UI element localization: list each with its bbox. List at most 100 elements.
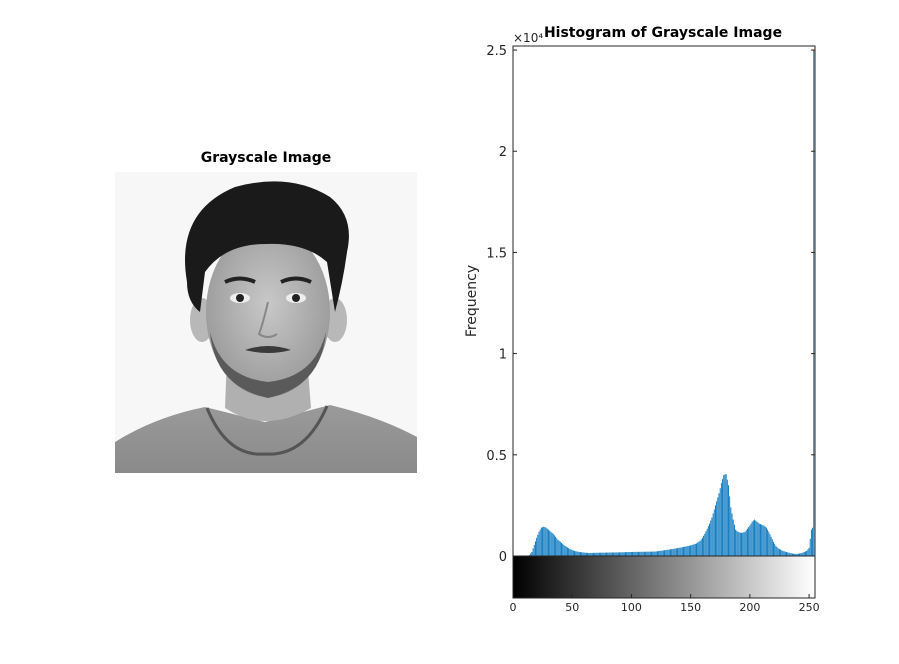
histogram-bar: [564, 545, 566, 556]
histogram-bar: [549, 530, 551, 556]
histogram-bar: [539, 529, 541, 556]
histogram-bar: [553, 535, 555, 556]
histogram-bar: [658, 551, 660, 556]
histogram-bar: [681, 547, 683, 556]
histogram-bar: [642, 551, 644, 556]
histogram-bar: [806, 550, 808, 556]
histogram-bar: [545, 527, 547, 556]
histogram-bar: [673, 548, 675, 556]
histogram-bar: [651, 551, 652, 556]
histogram-bar: [741, 532, 742, 556]
histogram-bar: [700, 539, 702, 556]
histogram-bar: [619, 552, 620, 556]
y-exponent-label: ×10⁴: [513, 31, 543, 45]
histogram-bar: [556, 538, 558, 556]
histogram-bars: [527, 50, 816, 557]
histogram-bar: [761, 524, 763, 556]
x-tick-label: 150: [680, 601, 701, 614]
histogram-bar: [730, 507, 732, 556]
histogram-bar: [595, 552, 597, 556]
histogram-bar: [540, 527, 542, 556]
histogram-bar: [687, 545, 689, 556]
histogram-bar: [712, 513, 714, 556]
histogram-bar: [646, 551, 648, 556]
histogram-bar: [801, 552, 803, 556]
histogram-bar: [667, 549, 669, 556]
histogram-bar: [704, 533, 706, 556]
histogram-bar: [679, 547, 681, 556]
histogram-bar: [630, 551, 632, 556]
histogram-bar: [577, 551, 579, 556]
histogram-bar: [627, 552, 629, 556]
x-tick-label: 50: [565, 601, 579, 614]
histogram-bar: [587, 552, 589, 556]
histogram-bar: [600, 552, 602, 556]
histogram-bar: [606, 552, 607, 556]
histogram-bar: [544, 527, 546, 556]
histogram-bar: [578, 551, 580, 556]
histogram-bar: [576, 551, 578, 556]
histogram-bar: [593, 552, 594, 556]
histogram-bar: [703, 535, 705, 556]
histogram-bar: [762, 525, 764, 556]
histogram-bar: [614, 552, 616, 556]
histogram-bar: [732, 519, 734, 556]
histogram-bar: [668, 549, 670, 556]
histogram-bar: [597, 552, 599, 556]
histogram-bar: [813, 50, 815, 557]
x-tick-label: 250: [799, 601, 820, 614]
histogram-bar: [555, 536, 557, 556]
histogram-bar: [784, 551, 786, 556]
histogram-bar: [675, 548, 677, 556]
grayscale-photo: [115, 172, 417, 473]
histogram-bar: [756, 521, 758, 556]
histogram-bar: [802, 552, 804, 556]
histogram-bar: [649, 551, 651, 556]
histogram-bar: [654, 551, 656, 556]
histogram-bar: [706, 528, 708, 556]
histogram-bar: [787, 552, 789, 556]
histogram-bar: [755, 520, 757, 556]
histogram-bar: [805, 551, 806, 556]
histogram-bar: [585, 552, 587, 556]
histogram-bar: [625, 552, 626, 556]
histogram-bar: [632, 551, 634, 556]
histogram-bar: [795, 553, 797, 557]
histogram-bar: [677, 548, 679, 556]
histogram-bar: [711, 517, 713, 556]
histogram-bar: [590, 552, 592, 556]
histogram-bar: [698, 541, 700, 556]
histogram-bar: [716, 501, 718, 556]
y-tick-label: 1.5: [486, 246, 507, 261]
histogram-bar: [662, 550, 664, 556]
histogram-bar: [768, 531, 770, 556]
histogram-bar: [670, 549, 671, 556]
histogram-bar: [719, 488, 721, 556]
histogram-bar: [709, 523, 710, 556]
histogram-bar: [613, 552, 615, 556]
histogram-bar: [608, 552, 610, 556]
histogram-bar: [735, 529, 737, 556]
histogram-bar: [583, 552, 585, 556]
histogram-bar: [736, 530, 738, 556]
histogram-bar: [780, 549, 782, 557]
y-tick-label: 1: [499, 348, 507, 363]
histogram-bar: [635, 551, 637, 556]
histogram-bar: [691, 545, 693, 556]
histogram-bar: [717, 497, 719, 556]
histogram-bar: [548, 529, 549, 556]
histogram-bar: [738, 532, 740, 556]
histogram-bar: [538, 531, 540, 556]
histogram-bar: [754, 519, 755, 556]
histogram-bar: [684, 546, 686, 556]
histogram-bar: [603, 552, 605, 556]
histogram-bar: [743, 532, 745, 556]
y-tick-label: 2.5: [486, 44, 507, 59]
histogram-bar: [680, 547, 682, 556]
histogram-bar: [536, 537, 538, 556]
histogram-bar: [591, 552, 593, 556]
y-axis: 0 0.5 1 1.5 2 2.5: [486, 44, 815, 565]
histogram-bar: [622, 552, 624, 556]
histogram-bar: [565, 546, 567, 556]
